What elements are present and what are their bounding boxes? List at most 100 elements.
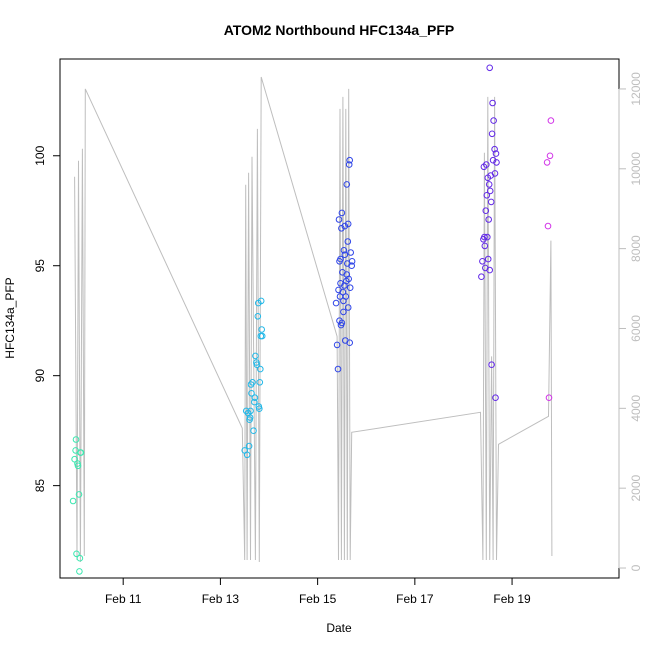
data-point — [77, 449, 85, 456]
y-tick-label: 90 — [33, 369, 47, 383]
data-point — [338, 225, 345, 232]
data-point — [72, 436, 80, 443]
data-point — [489, 156, 497, 164]
data-point — [256, 405, 263, 413]
data-point — [74, 462, 82, 470]
data-point — [343, 181, 351, 188]
chart-title: ATOM2 Northbound HFC134a_PFP — [224, 22, 455, 38]
data-point — [492, 394, 499, 402]
data-point — [482, 207, 490, 214]
data-point — [340, 297, 347, 305]
data-point — [341, 222, 349, 230]
data-point — [243, 451, 251, 459]
data-point — [333, 341, 341, 349]
data-point — [545, 394, 553, 402]
data-point — [254, 313, 262, 320]
data-point — [253, 361, 261, 369]
data-point — [546, 152, 554, 160]
data-point — [258, 326, 266, 333]
data-point — [490, 117, 497, 124]
y-axis-label: HFC134a_PFP — [3, 277, 17, 358]
data-point — [251, 394, 259, 402]
y-tick-label: 85 — [33, 479, 47, 493]
data-point — [491, 145, 498, 153]
data-point — [346, 156, 354, 164]
data-point — [486, 266, 494, 274]
x-tick-label: Feb 11 — [105, 592, 142, 606]
data-point — [250, 427, 257, 435]
data-point — [339, 288, 347, 296]
data-point — [245, 442, 253, 450]
data-point — [340, 247, 348, 254]
x-tick-label: Feb 19 — [493, 592, 531, 606]
data-point — [484, 233, 491, 241]
data-point — [248, 390, 255, 397]
data-point — [343, 271, 351, 278]
data-point — [251, 398, 258, 406]
y2-tick-label: 10000 — [629, 152, 643, 186]
data-point — [493, 159, 500, 166]
series-5 — [543, 117, 555, 402]
data-point — [344, 220, 352, 228]
data-point — [335, 216, 343, 223]
data-point — [256, 379, 264, 386]
y2-tick-label: 12000 — [629, 72, 643, 106]
data-point — [348, 258, 356, 265]
data-point — [485, 181, 493, 188]
data-point — [252, 352, 259, 360]
data-point — [73, 550, 80, 558]
data-point — [334, 365, 342, 373]
y-tick-label: 95 — [33, 259, 47, 273]
y2-tick-label: 4000 — [629, 395, 643, 422]
data-point — [75, 491, 83, 498]
y-tick-label: 100 — [33, 145, 47, 165]
y2-tick-label: 2000 — [629, 475, 643, 502]
x-axis-label: Date — [326, 621, 352, 635]
data-point — [257, 297, 265, 305]
data-point — [337, 280, 344, 287]
plot-area — [69, 64, 555, 575]
data-point — [338, 319, 346, 327]
data-point — [340, 308, 347, 316]
altitude-line — [74, 76, 553, 563]
x-tick-label: Feb 17 — [396, 592, 434, 606]
data-point — [344, 304, 352, 311]
data-point — [332, 299, 340, 307]
data-point — [487, 198, 495, 206]
data-point — [344, 238, 352, 245]
data-point — [345, 161, 353, 168]
data-point — [486, 187, 494, 195]
data-point — [483, 161, 490, 168]
data-point — [69, 497, 77, 505]
data-point — [544, 222, 552, 230]
data-point — [491, 170, 499, 177]
data-point — [488, 361, 495, 369]
data-point — [348, 262, 356, 270]
data-point — [547, 117, 555, 124]
data-point — [543, 159, 551, 166]
y2-tick-label: 0 — [629, 564, 643, 571]
series-4 — [478, 64, 500, 402]
data-point — [484, 255, 492, 263]
data-point — [246, 416, 253, 424]
data-point — [481, 233, 488, 241]
data-point — [341, 251, 349, 258]
series-2 — [241, 297, 266, 459]
data-point — [478, 273, 485, 281]
y2-tick-label: 6000 — [629, 315, 643, 342]
data-point — [71, 455, 78, 463]
data-point — [492, 150, 500, 157]
x-tick-label: Feb 15 — [299, 592, 337, 606]
data-point — [488, 130, 496, 138]
data-point — [483, 192, 491, 199]
data-point — [257, 365, 264, 373]
data-point — [347, 249, 355, 256]
data-point — [258, 332, 266, 340]
y2-tick-label: 8000 — [629, 235, 643, 262]
data-point — [346, 284, 354, 292]
series-1 — [69, 436, 85, 575]
data-point — [346, 339, 354, 347]
